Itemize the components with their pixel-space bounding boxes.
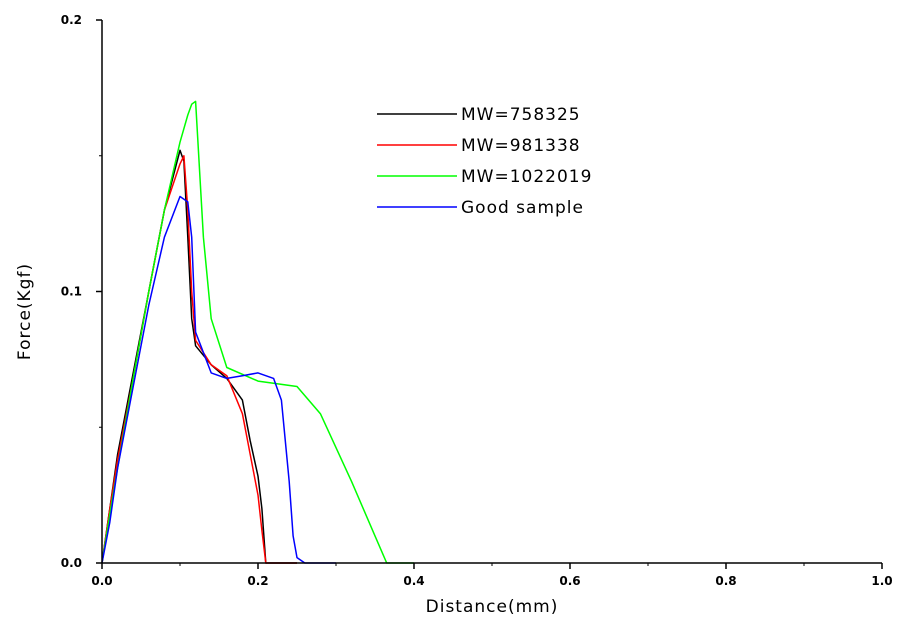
legend-label: MW=1022019 bbox=[461, 167, 592, 187]
x-tick-label: 0.2 bbox=[247, 574, 268, 588]
y-ticks: 0.0 0.1 0.2 bbox=[61, 13, 102, 570]
x-tick-label: 0.4 bbox=[403, 574, 424, 588]
x-tick-label: 1.0 bbox=[871, 574, 892, 588]
legend-label: MW=758325 bbox=[461, 105, 581, 125]
y-tick-label: 0.0 bbox=[61, 556, 82, 570]
plot-lines bbox=[101, 100, 414, 564]
x-tick-label: 0.6 bbox=[559, 574, 580, 588]
x-tick-label: 0.8 bbox=[715, 574, 736, 588]
series-line-4 bbox=[101, 195, 336, 564]
y-axis-title: Force(Kgf) bbox=[15, 263, 35, 360]
axes bbox=[101, 20, 882, 564]
series-line-3 bbox=[101, 100, 414, 564]
series-line-1 bbox=[101, 149, 297, 564]
legend-label: MW=981338 bbox=[461, 136, 581, 156]
x-axis-title: Distance(mm) bbox=[426, 597, 559, 617]
x-tick-label: 0.0 bbox=[91, 574, 112, 588]
x-ticks: 0.0 0.2 0.4 0.6 0.8 1.0 bbox=[91, 563, 893, 588]
y-tick-label: 0.1 bbox=[61, 285, 82, 299]
y-tick-label: 0.2 bbox=[61, 13, 82, 27]
legend-label: Good sample bbox=[461, 198, 584, 218]
legend: MW=758325 MW=981338 MW=1022019 Good sample bbox=[377, 105, 592, 218]
series-line-2 bbox=[101, 155, 297, 564]
